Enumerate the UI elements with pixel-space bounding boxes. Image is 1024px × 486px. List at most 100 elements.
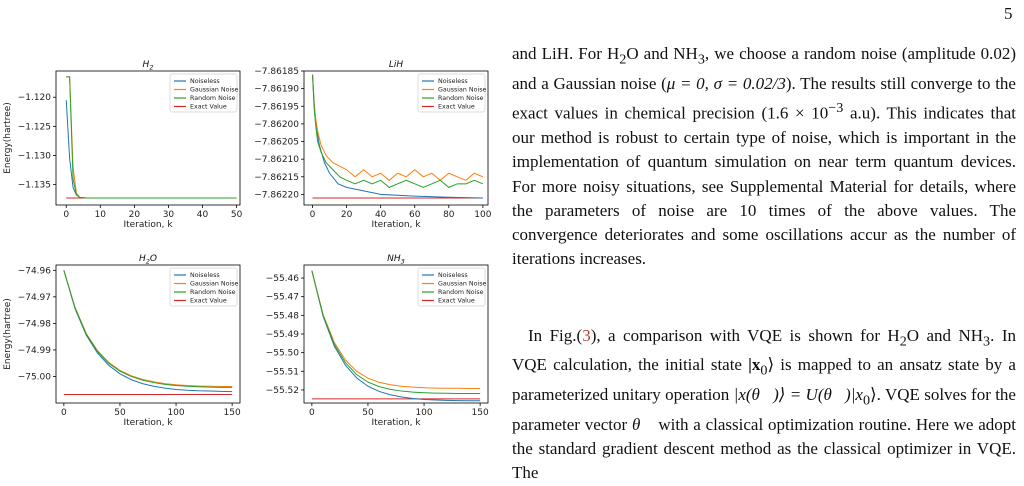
- text-run: ). The results still converge to the exa…: [512, 73, 1016, 123]
- text-run: with a classical optimization routine. H…: [512, 414, 1016, 483]
- series-line-random-noise: [311, 270, 481, 394]
- y-tick-label: −7.86190: [254, 85, 299, 95]
- axes-frame: [55, 70, 241, 206]
- text-run: In Fig.(: [528, 325, 583, 345]
- superscript: −3: [828, 99, 844, 116]
- legend-label: Exact Value: [438, 104, 475, 111]
- legend-label: Noiseless: [438, 78, 468, 85]
- text-run: ), a comparison with VQE is shown for H: [590, 325, 900, 345]
- legend-label: Gaussian Noise: [190, 281, 238, 288]
- y-tick-label: −55.46: [266, 274, 300, 284]
- legend-label: Noiseless: [190, 78, 220, 85]
- text-run: a.u). This indicates that our method is …: [512, 103, 1016, 269]
- series-line-noiseless: [311, 270, 481, 402]
- x-tick-label: 50: [362, 408, 374, 418]
- y-tick-label: −7.86210: [254, 155, 299, 165]
- math-inline: ⟩: [767, 355, 775, 375]
- y-tick-label: −55.52: [266, 386, 299, 396]
- series-line-noiseless: [65, 100, 237, 199]
- y-tick-label: −55.50: [266, 349, 300, 359]
- y-tick-label: −1.120: [18, 93, 52, 103]
- legend-label: Exact Value: [190, 104, 227, 111]
- legend-label: Gaussian Noise: [438, 281, 486, 288]
- chart-panel-0: H2 0 10 20 30 40 50 −1.120 −1.125 −1.130 −1.135 Ite…: [3, 60, 243, 230]
- axes-frame: [55, 264, 241, 404]
- subscript: 3: [983, 333, 991, 350]
- legend-label: Random Noise: [438, 95, 484, 102]
- paragraph-1: and LiH. For H2O and NH3, we choose a ra…: [512, 42, 1016, 272]
- axes-frame: [303, 70, 489, 206]
- x-tick-label: 100: [474, 210, 491, 220]
- x-tick-label: 30: [163, 210, 175, 220]
- text-run: , we choose a random noise (amplitude 0.…: [512, 44, 1016, 93]
- legend-box: [417, 73, 486, 113]
- x-tick-label: 40: [197, 210, 209, 220]
- subscript: 2: [619, 51, 627, 68]
- legend-box: [417, 267, 486, 307]
- y-tick-label: −7.86220: [254, 190, 299, 200]
- subscript: 2: [899, 333, 907, 350]
- series-line-random-noise: [63, 270, 233, 388]
- chart-panel-3: NH3 0 50 100 150 −55.46 −55.47 −55.48 −55.49 −55.…: [266, 254, 489, 428]
- legend-label: Random Noise: [438, 289, 484, 296]
- x-tick-label: 0: [63, 210, 69, 220]
- title-subscript: 2: [146, 258, 150, 266]
- title-tail: O: [150, 254, 157, 264]
- x-tick-label: 60: [409, 210, 421, 220]
- x-axis-label: Iteration, k: [123, 418, 173, 428]
- x-tick-label: 0: [310, 210, 316, 220]
- chart-title: NH3: [387, 254, 405, 266]
- y-axis-label: Energy(hartree): [3, 102, 13, 174]
- y-tick-label: −7.86195: [254, 102, 299, 112]
- title-subscript: 3: [401, 258, 405, 266]
- text-run: O and NH: [626, 44, 698, 63]
- math-inline: ⟩: [870, 385, 877, 405]
- x-tick-label: 80: [443, 210, 455, 220]
- y-tick-label: −74.98: [18, 319, 52, 329]
- y-tick-label: −7.86200: [254, 120, 299, 130]
- subscript: 0: [862, 392, 871, 409]
- series-line-gaussian-noise: [311, 270, 481, 389]
- chart-title: H2O: [139, 254, 157, 266]
- figure-svg: H20 10 20 30 40 50−1.120−1.125−1.130−1.135Ite…: [3, 60, 492, 428]
- y-axis-label: Energy(hartree): [3, 298, 13, 370]
- x-axis-label: Iteration, k: [371, 418, 421, 428]
- y-tick-label: −75.00: [18, 372, 52, 382]
- x-tick-label: 40: [375, 210, 387, 220]
- x-tick-label: 20: [341, 210, 353, 220]
- math-inline: μ = 0, σ = 0.02/3: [666, 73, 786, 93]
- y-tick-label: −1.130: [18, 151, 52, 161]
- x-tick-label: 0: [61, 408, 67, 418]
- text-run: . VQE solves for the parameter vector: [512, 385, 1016, 434]
- x-tick-label: 20: [129, 210, 141, 220]
- math-inline: |x(θ⃗)⟩ = U(θ⃗)|x: [733, 385, 863, 405]
- y-tick-label: −55.48: [266, 311, 300, 321]
- subscript: 0: [760, 362, 768, 379]
- legend-label: Exact Value: [190, 298, 227, 305]
- legend-label: Noiseless: [438, 272, 468, 279]
- y-tick-label: −1.135: [18, 181, 51, 191]
- x-tick-label: 50: [114, 408, 126, 418]
- y-tick-label: −1.125: [18, 122, 51, 132]
- text-run: . In VQE calculation, the initial state: [512, 325, 1016, 375]
- x-axis-label: Iteration, k: [123, 220, 173, 230]
- y-tick-label: −55.47: [266, 293, 299, 303]
- legend-label: Exact Value: [438, 298, 475, 305]
- x-tick-label: 0: [309, 408, 315, 418]
- y-tick-label: −55.51: [266, 367, 299, 377]
- x-tick-label: 150: [472, 408, 489, 418]
- series-line-noiseless: [63, 270, 233, 393]
- legend-label: Gaussian Noise: [190, 87, 238, 94]
- series-line-gaussian-noise: [312, 74, 484, 181]
- x-axis-label: Iteration, k: [371, 220, 421, 230]
- x-tick-label: 100: [167, 408, 184, 418]
- math-inline: 1.6 × 10: [767, 103, 829, 123]
- y-tick-label: −74.96: [18, 266, 52, 276]
- legend-box: [169, 267, 238, 307]
- x-tick-label: 10: [95, 210, 107, 220]
- text-run: and LiH. For H: [512, 44, 620, 63]
- legend-label: Gaussian Noise: [438, 87, 486, 94]
- y-tick-label: −7.86215: [254, 173, 299, 183]
- y-tick-label: −7.86205: [254, 138, 299, 148]
- figure-reference-link[interactable]: 3: [582, 325, 591, 345]
